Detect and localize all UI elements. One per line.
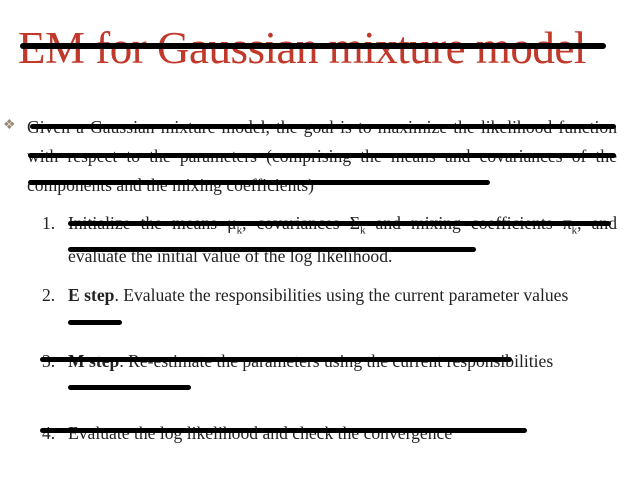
- step-number: 1.: [42, 213, 56, 233]
- strike-line-title: [20, 43, 606, 49]
- step-item-1: 1. Initialize the means μk, covariances …: [42, 211, 617, 269]
- strike-line-step-3a: [40, 357, 512, 362]
- step-number: 4.: [42, 423, 56, 443]
- step-text: E step. Evaluate the responsibilities us…: [42, 283, 617, 308]
- step-item-2: 2. E step. Evaluate the responsibilities…: [42, 283, 617, 308]
- strike-line-intro-3: [28, 180, 490, 185]
- step-bold-label: E step: [68, 285, 115, 305]
- step-text: Evaluate the log likelihood and check th…: [68, 423, 453, 443]
- strike-line-step-2b: [68, 320, 122, 325]
- diamond-cross-bullet-icon: ❖: [3, 118, 16, 133]
- strike-line-step-4: [40, 428, 527, 433]
- strike-line-step-1a: [68, 221, 611, 226]
- subscript-k: k: [236, 224, 243, 237]
- strike-line-step-1b: [68, 247, 476, 252]
- step-text: Initialize the means μk, covariances Σk …: [42, 211, 617, 269]
- subscript-k: k: [571, 224, 578, 237]
- strike-line-intro-2: [28, 153, 616, 158]
- strike-line-step-3b: [68, 385, 191, 390]
- strike-line-intro-1: [30, 124, 616, 129]
- step-item-4: 4. Evaluate the log likelihood and check…: [42, 421, 617, 446]
- step-text-part: . Evaluate the responsibilities using th…: [114, 285, 569, 305]
- subscript-k: k: [359, 224, 366, 237]
- step-number: 2.: [42, 285, 56, 305]
